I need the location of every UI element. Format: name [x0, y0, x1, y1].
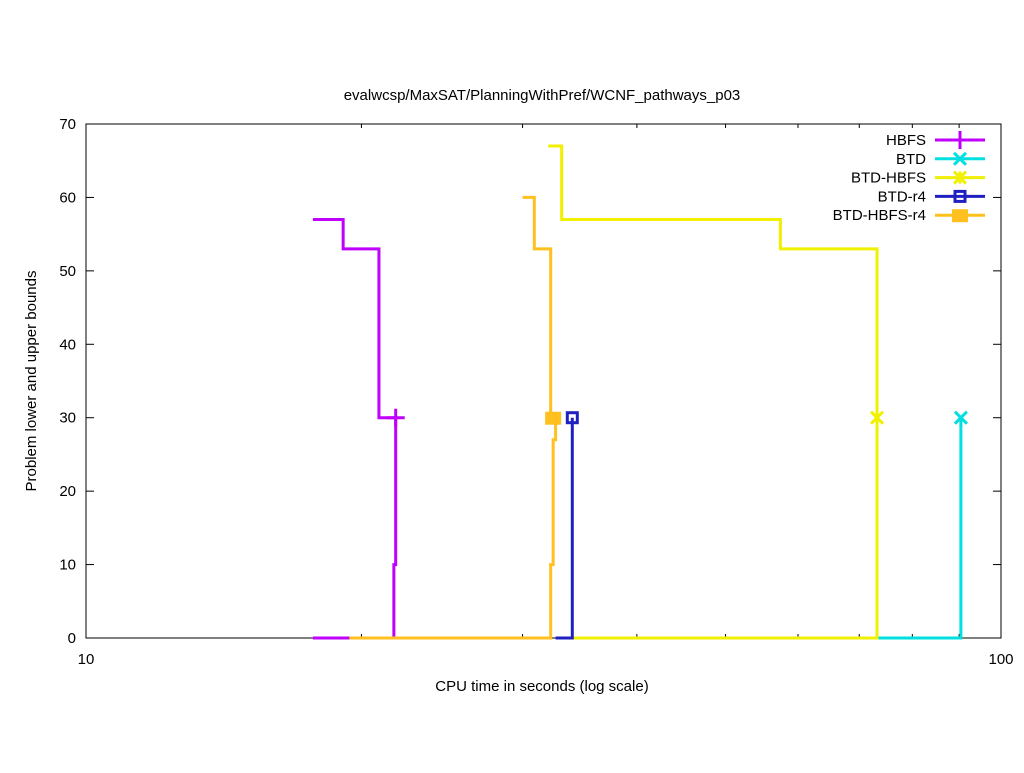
- series-hbfs: [312, 217, 405, 640]
- legend-label: BTD-r4: [878, 188, 926, 205]
- marker-btd-hbfs: [869, 410, 885, 425]
- y-tick-label: 50: [59, 263, 76, 280]
- legend-marker: [952, 151, 968, 166]
- legend-entry-hbfs: HBFS: [886, 131, 985, 149]
- y-tick-label: 70: [59, 116, 76, 133]
- legend-marker: [952, 209, 968, 223]
- legend-marker: [953, 189, 967, 203]
- lower-bound-line-btd-r4: [555, 417, 574, 640]
- series-btd-r4: [555, 411, 579, 640]
- marker-btd-r4: [565, 411, 579, 425]
- y-tick-label: 60: [59, 189, 76, 206]
- y-tick-label: 20: [59, 483, 76, 500]
- marker-hbfs: [386, 408, 405, 427]
- y-tick-label: 10: [59, 557, 76, 574]
- legend-label: BTD: [896, 151, 926, 168]
- lower-bound-line-hbfs: [312, 417, 398, 640]
- series-btd-hbfs: [548, 144, 885, 640]
- legend-entry-btd-hbfs-r4: BTD-HBFS-r4: [833, 207, 985, 224]
- lower-bound-line-btd: [877, 417, 963, 640]
- legend-marker: [951, 131, 969, 149]
- legend-marker: [952, 170, 968, 185]
- legend-label: BTD-HBFS-r4: [833, 207, 926, 224]
- x-axis-label: CPU time in seconds (log scale): [435, 678, 648, 695]
- legend-entry-btd-hbfs: BTD-HBFS: [851, 170, 985, 187]
- series-btd-hbfs-r4: [349, 195, 562, 640]
- plot-frame: [85, 123, 1002, 639]
- legend-entry-btd-r4: BTD-r4: [878, 188, 985, 205]
- series-btd: [877, 410, 968, 640]
- lower-bound-line-btd-hbfs-r4: [349, 417, 558, 640]
- upper-bound-line-btd-hbfs: [548, 144, 879, 418]
- marker-btd-hbfs-r4: [545, 411, 562, 425]
- y-tick-label: 0: [68, 630, 76, 647]
- legend-label: BTD-HBFS: [851, 170, 926, 187]
- marker-btd: [953, 410, 968, 425]
- legend-entry-btd: BTD: [896, 151, 985, 168]
- y-tick-label: 30: [59, 410, 76, 427]
- y-axis-label: Problem lower and upper bounds: [23, 271, 40, 492]
- chart-title: evalwcsp/MaxSAT/PlanningWithPref/WCNF_pa…: [344, 87, 741, 104]
- x-tick-label: 10: [78, 651, 95, 668]
- y-tick-label: 40: [59, 336, 76, 353]
- legend-label: HBFS: [886, 132, 926, 149]
- upper-bound-line-hbfs: [312, 217, 396, 420]
- upper-bound-line-btd-hbfs-r4: [522, 195, 554, 420]
- x-tick-label: 100: [988, 651, 1013, 668]
- lower-bound-line-btd-hbfs: [572, 417, 879, 640]
